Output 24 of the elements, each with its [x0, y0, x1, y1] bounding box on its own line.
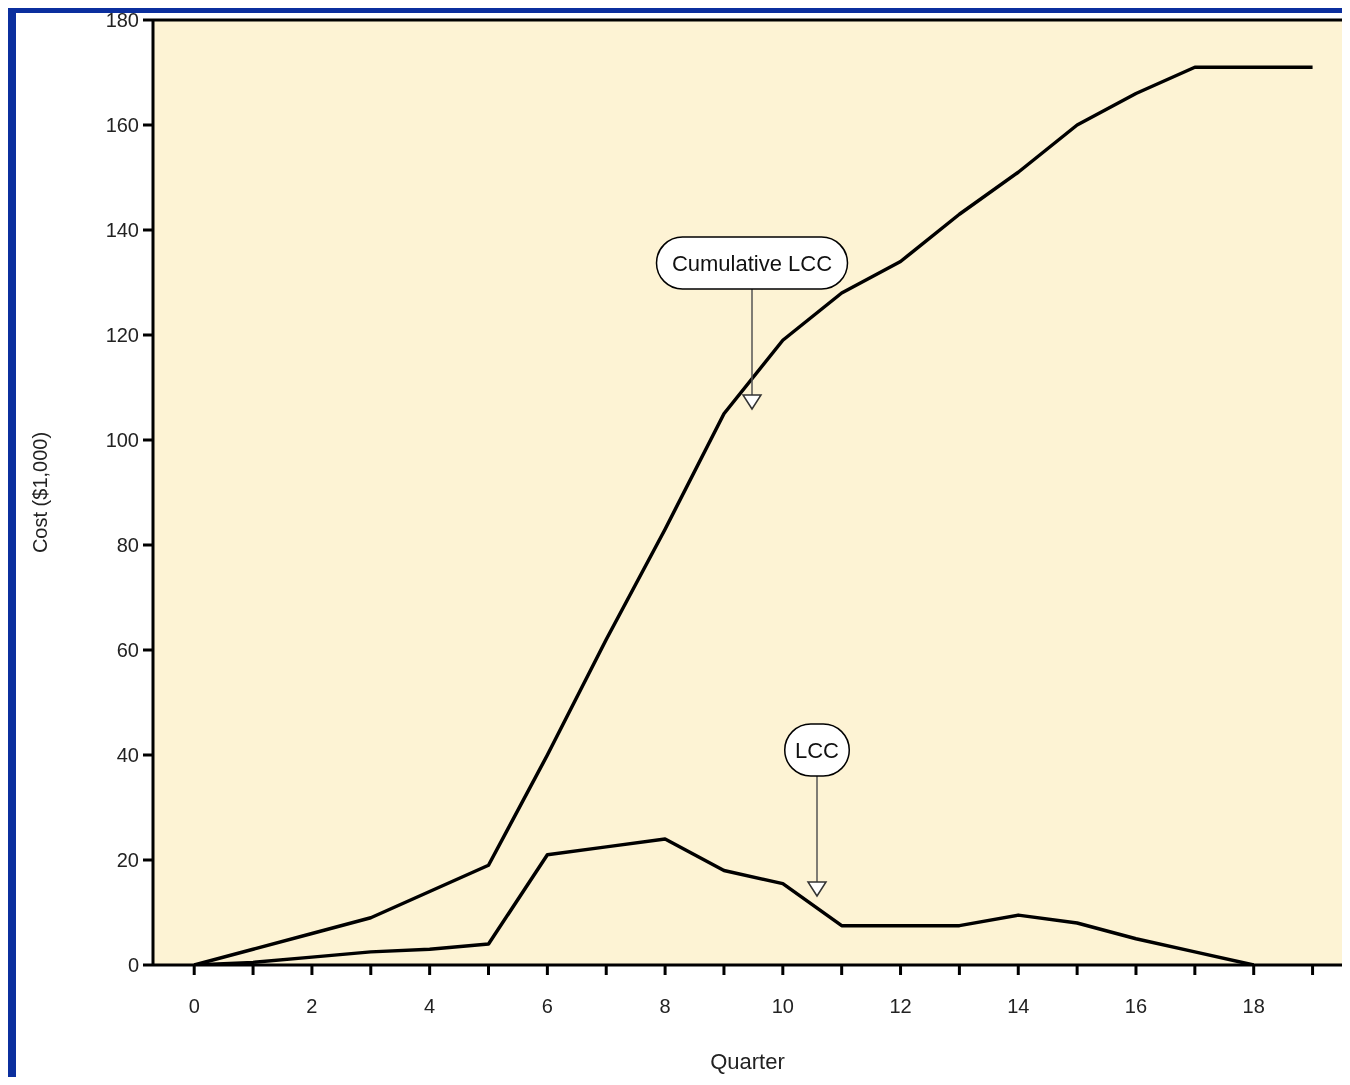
y-tick-label: 120	[105, 324, 139, 346]
y-axis-title: Cost ($1,000)	[29, 431, 52, 554]
y-tick-label: 20	[116, 849, 139, 871]
x-tick-label: 8	[659, 995, 671, 1017]
y-tick-label: 160	[105, 114, 139, 136]
x-tick-label: 0	[188, 995, 200, 1017]
x-tick-label: 6	[541, 995, 553, 1017]
x-tick-label: 18	[1242, 995, 1265, 1017]
y-tick-label: 180	[105, 9, 139, 31]
x-tick-label: 2	[306, 995, 318, 1017]
y-tick-label: 80	[116, 534, 139, 556]
y-tick-label: 100	[105, 429, 139, 451]
x-tick-label: 10	[771, 995, 794, 1017]
annotation: LCC	[794, 738, 840, 763]
y-tick-label: 0	[127, 954, 139, 976]
x-tick-label: 4	[424, 995, 436, 1017]
y-tick-label: 40	[116, 744, 139, 766]
y-tick-label: 140	[105, 219, 139, 241]
x-tick-label: 12	[889, 995, 912, 1017]
x-tick-label: 14	[1007, 995, 1030, 1017]
x-axis-title: Quarter	[710, 1049, 785, 1074]
annotation: Cumulative LCC	[671, 251, 833, 276]
x-tick-label: 16	[1124, 995, 1148, 1017]
y-tick-label: 60	[116, 639, 139, 661]
